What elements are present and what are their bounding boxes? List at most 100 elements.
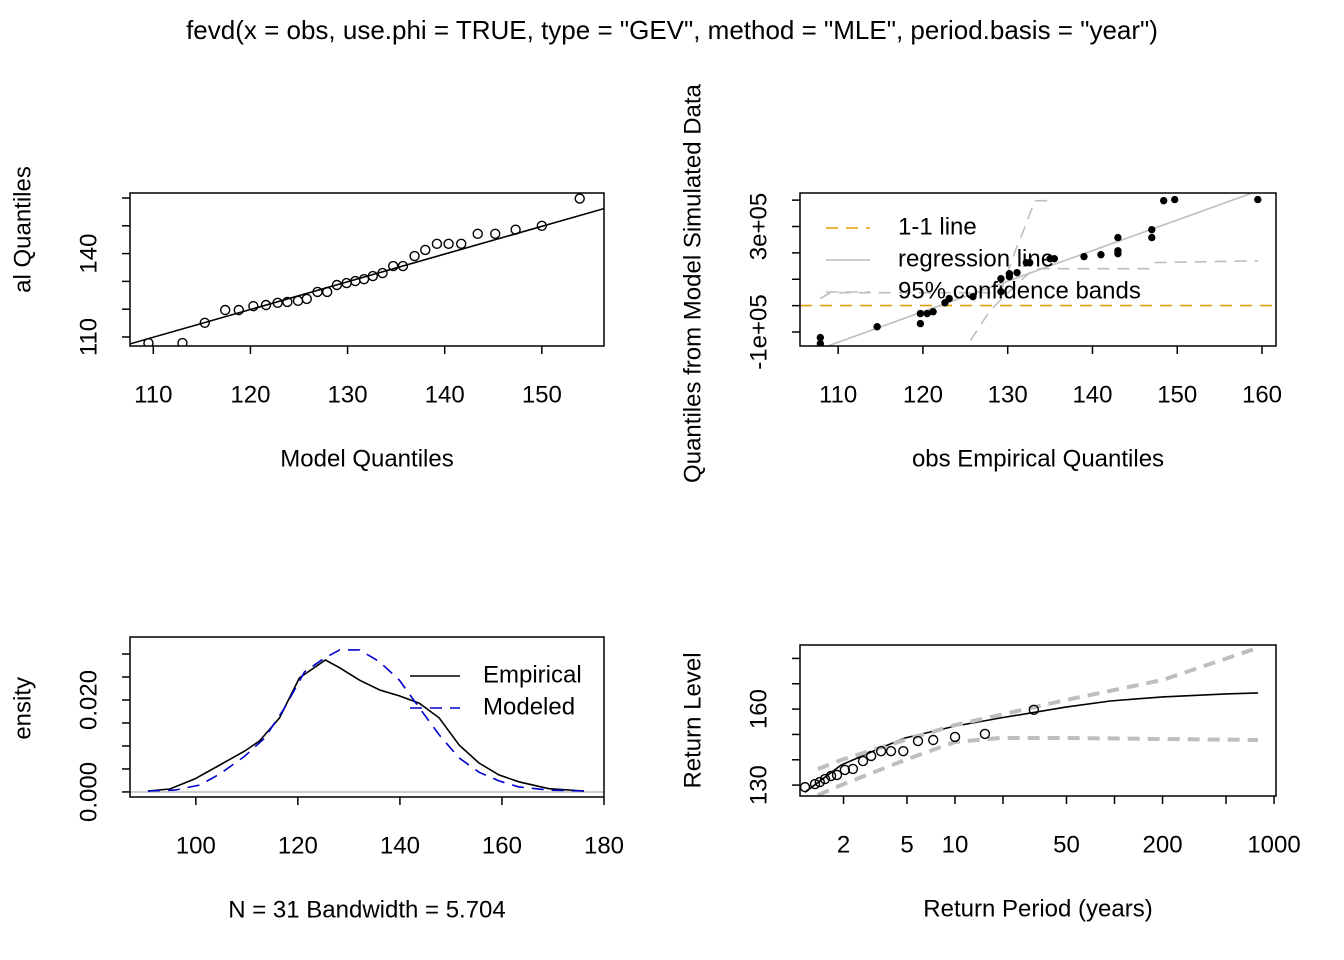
- point: [1114, 233, 1122, 242]
- point: [809, 778, 821, 790]
- point: [219, 304, 231, 316]
- y-tick-label: 3e+05: [745, 193, 772, 260]
- x-tick-label: 140: [380, 832, 420, 859]
- y-axis-title: Density: [9, 677, 36, 757]
- point: [1080, 252, 1088, 261]
- point: [949, 731, 961, 743]
- plot-box: [129, 192, 605, 347]
- y-tick-label: -1e+05: [745, 294, 772, 369]
- x-tick-label: 130: [328, 381, 368, 408]
- point: [248, 300, 259, 312]
- point: [916, 319, 925, 328]
- x-tick-label: 5: [900, 831, 913, 858]
- x-tick-label: 110: [819, 381, 857, 408]
- point: [397, 260, 409, 272]
- y-tick-label: 140: [75, 234, 102, 274]
- x-tick-label: 160: [482, 832, 522, 859]
- series-line: [826, 193, 1251, 346]
- x-tick-label: 150: [522, 381, 562, 408]
- point: [510, 224, 521, 235]
- point: [941, 299, 949, 307]
- x-axis-title: obs Empirical Quantiles: [912, 445, 1164, 472]
- point: [865, 750, 877, 762]
- point: [831, 769, 843, 781]
- point: [321, 286, 333, 298]
- x-axis-title: Model Quantiles: [280, 445, 453, 472]
- point: [331, 279, 343, 291]
- point: [814, 776, 825, 788]
- point: [1028, 704, 1040, 716]
- point: [1013, 268, 1021, 277]
- x-tick-label: 120: [278, 832, 318, 859]
- point: [945, 294, 953, 303]
- point: [873, 323, 881, 331]
- x-axis-title: N = 31 Bandwidth = 5.704: [228, 896, 506, 923]
- point: [177, 337, 188, 346]
- x-tick-label: 1000: [1247, 831, 1300, 858]
- series-line: [147, 649, 585, 792]
- point: [472, 228, 483, 240]
- point: [885, 745, 897, 757]
- point: [420, 244, 431, 256]
- y-tick-label: 0.020: [75, 670, 102, 730]
- point: [1148, 225, 1156, 234]
- x-tick-label: 110: [134, 381, 172, 408]
- point: [1170, 195, 1179, 204]
- band-lower: [817, 736, 1259, 796]
- point: [1050, 254, 1059, 263]
- band-upper: [817, 645, 1259, 771]
- x-tick-label: 50: [1053, 831, 1080, 858]
- x-tick-label: 200: [1143, 831, 1183, 858]
- x-tick-label: 160: [1242, 381, 1282, 408]
- point: [997, 275, 1005, 283]
- point: [301, 293, 312, 305]
- plot-area: [800, 193, 1276, 346]
- legend-label: Empirical: [483, 661, 582, 688]
- point: [928, 734, 939, 746]
- y-tick-label: 110: [75, 318, 102, 356]
- point: [536, 220, 548, 231]
- point: [367, 270, 379, 282]
- point: [377, 267, 388, 279]
- point: [272, 297, 283, 308]
- legend-label: regression line: [898, 245, 1054, 272]
- point: [388, 260, 399, 272]
- x-tick-label: 120: [230, 381, 270, 408]
- point: [819, 773, 831, 785]
- figure-title: fevd(x = obs, use.phi = TRUE, type = "GE…: [186, 15, 1158, 45]
- plot-box: [799, 192, 1277, 347]
- x-tick-label: 10: [942, 831, 969, 858]
- point: [979, 728, 991, 740]
- y-tick-label: 0.000: [75, 762, 102, 822]
- point: [898, 745, 909, 757]
- x-axis-title: Return Period (years): [923, 895, 1152, 922]
- point: [260, 299, 272, 311]
- x-tick-label: 120: [903, 381, 943, 408]
- point: [456, 238, 467, 250]
- point: [282, 296, 293, 308]
- y-axis-title: Empirical Quantiles: [9, 166, 36, 373]
- panel: 110 120 130 140 150 110 140 Model Quantiles Empi…: [9, 166, 605, 472]
- point: [997, 287, 1005, 296]
- y-axis-title: Quantiles from Model Simulated Data: [679, 83, 706, 483]
- x-tick-label: 2: [837, 831, 850, 858]
- plot-area: [130, 649, 604, 793]
- x-tick-label: 180: [584, 832, 624, 859]
- point: [312, 286, 323, 298]
- x-tick-label: 100: [176, 832, 216, 859]
- panel: 2 5 10 50 200 1000 130 160 Return Period (years)…: [679, 644, 1301, 922]
- point: [431, 238, 443, 250]
- point: [847, 763, 859, 775]
- point: [574, 193, 585, 204]
- point: [1026, 258, 1034, 267]
- point: [1097, 251, 1105, 259]
- point: [839, 764, 851, 776]
- legend-label: Modeled: [483, 693, 575, 720]
- point: [816, 333, 825, 342]
- point: [875, 745, 887, 757]
- point: [923, 309, 931, 318]
- band-lower: [969, 260, 1258, 342]
- point: [358, 273, 370, 285]
- x-tick-label: 140: [1072, 381, 1112, 408]
